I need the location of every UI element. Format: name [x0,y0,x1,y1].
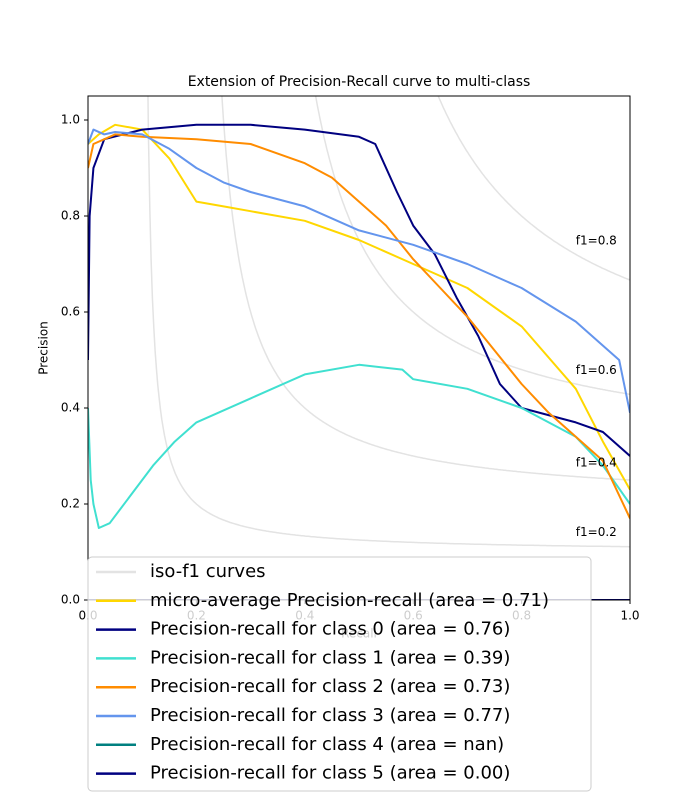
iso-f1-curve [221,96,630,481]
legend-label: Precision-recall for class 0 (area = 0.7… [150,619,510,640]
legend-label: Precision-recall for class 2 (area = 0.7… [150,676,510,697]
y-tick-label: 0.8 [61,209,80,223]
legend-label: Precision-recall for class 4 (area = nan… [150,734,504,755]
legend-label: Precision-recall for class 1 (area = 0.3… [150,647,510,668]
iso-f1-curve [147,96,630,548]
legend-label: Precision-recall for class 5 (area = 0.0… [150,763,510,784]
pr-curve [88,133,630,519]
y-tick-label: 0.4 [61,401,80,415]
iso-f1-label: f1=0.4 [576,455,617,469]
y-tick-label: 0.0 [61,593,80,607]
iso-f1-curve [437,96,630,281]
iso-f1-label: f1=0.8 [576,233,617,247]
y-axis-label: Precision [37,321,51,375]
legend-label: micro-average Precision-recall (area = 0… [150,590,549,611]
pr-curve [88,123,630,457]
pr-curve [88,128,630,414]
pr-curve [88,123,630,491]
iso-f1-curve [314,96,630,396]
y-tick-label: 0.6 [61,305,80,319]
y-tick-label: 1.0 [61,113,80,127]
legend-label: Precision-recall for class 3 (area = 0.7… [150,705,510,726]
legend-label: iso-f1 curves [150,561,266,582]
chart-title: Extension of Precision-Recall curve to m… [188,74,531,90]
pr-curve [88,363,630,529]
iso-f1-label: f1=0.6 [576,363,617,377]
y-tick-label: 0.2 [61,497,80,511]
plot-area [88,96,630,600]
legend-box [87,556,592,792]
x-tick-label: 1.0 [620,609,639,623]
iso-f1-label: f1=0.2 [576,525,617,539]
